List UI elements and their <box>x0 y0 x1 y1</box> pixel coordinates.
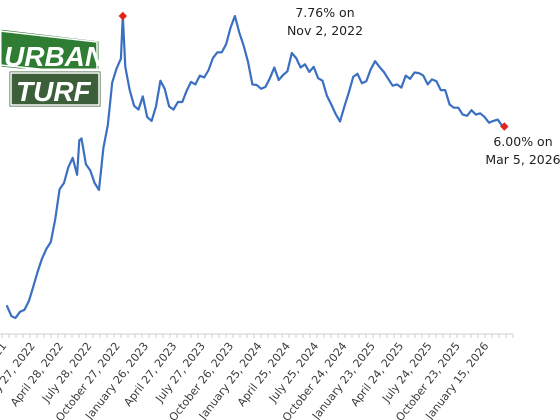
annotation-text: Mar 5, 2026 <box>485 152 560 167</box>
annotation-text: 6.00% on <box>493 134 552 149</box>
logo-line2: TURF <box>16 76 92 107</box>
logo-bottom-sign-border <box>10 72 100 106</box>
urban-turf-logo: URBAN TURF <box>0 26 106 110</box>
annotation-markers <box>118 11 509 131</box>
series-line <box>5 14 506 320</box>
annotations: 7.76% on Nov 2, 2022 6.00% on Mar 5, 2026 <box>287 5 560 167</box>
logo-bottom-sign <box>6 68 104 110</box>
annotation-text: Nov 2, 2022 <box>287 23 363 38</box>
x-axis-ticks <box>1 334 514 338</box>
logo-line1: URBAN <box>4 41 106 72</box>
annotation-marker <box>118 11 128 21</box>
annotation-text: 7.76% on <box>295 5 354 20</box>
annotation-marker <box>500 122 509 131</box>
